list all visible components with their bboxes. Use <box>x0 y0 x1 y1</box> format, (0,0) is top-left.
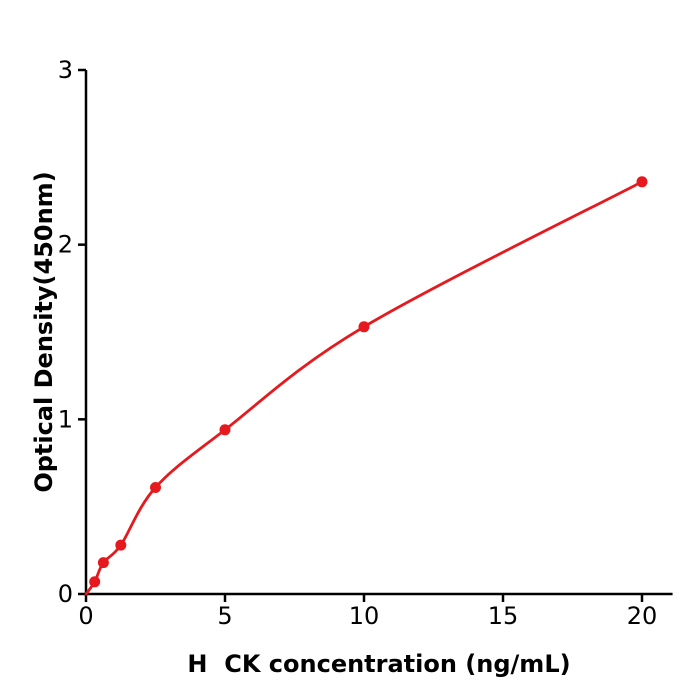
x-tick-label: 5 <box>217 602 232 630</box>
x-axis-title: H CK concentration (ng/mL) <box>187 650 571 678</box>
y-tick-label: 1 <box>58 405 73 433</box>
data-point <box>358 321 370 333</box>
y-tick-label: 0 <box>58 580 73 608</box>
fit-curve <box>84 180 644 596</box>
y-tick-label: 2 <box>58 231 73 259</box>
x-tick-label: 0 <box>78 602 93 630</box>
data-point <box>636 176 648 188</box>
x-tick-label: 20 <box>627 602 658 630</box>
data-point <box>115 539 127 551</box>
x-tick-label: 10 <box>349 602 380 630</box>
y-axis-title: Optical Density(450nm) <box>30 171 58 493</box>
y-tick-label: 3 <box>58 56 73 84</box>
x-tick-label: 15 <box>488 602 519 630</box>
data-point <box>89 576 101 588</box>
data-point <box>219 424 231 436</box>
data-point <box>150 482 161 493</box>
data-point <box>97 557 109 569</box>
